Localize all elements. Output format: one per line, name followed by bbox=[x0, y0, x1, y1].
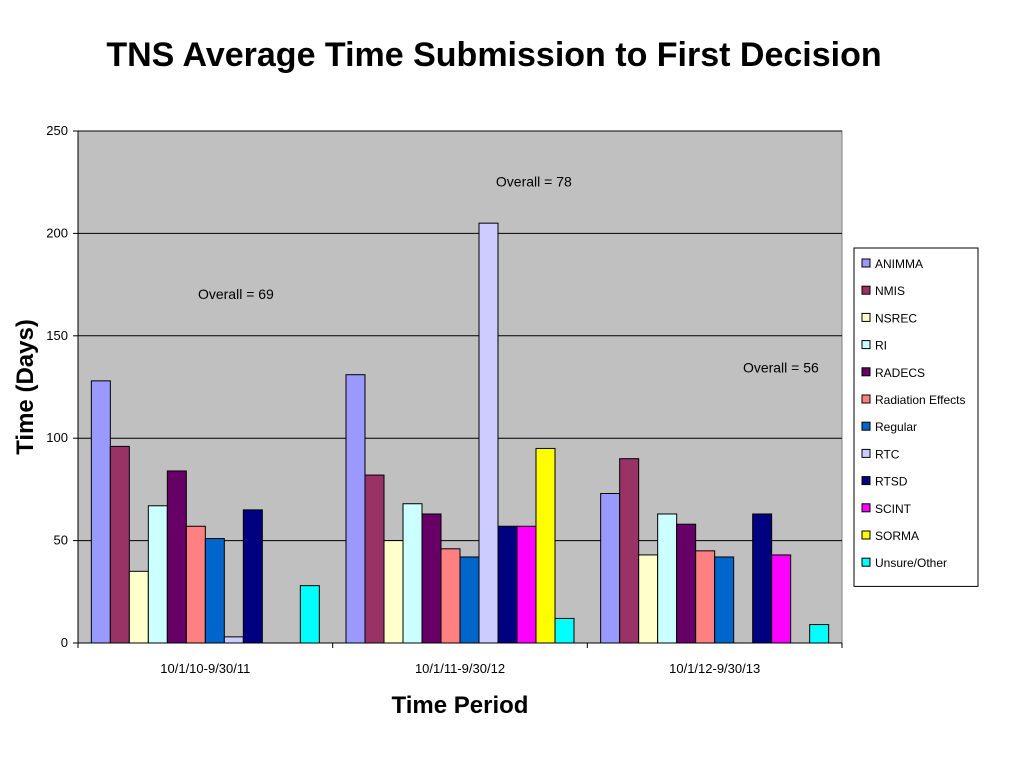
bar bbox=[771, 554, 792, 644]
legend-swatch bbox=[861, 394, 871, 404]
bar bbox=[383, 540, 404, 644]
legend: ANIMMA NMIS NSREC RI RADECS Radiation Effects… bbox=[853, 247, 979, 587]
y-tick-label: 200 bbox=[46, 225, 68, 240]
annotation-overall: Overall = 78 bbox=[496, 173, 572, 189]
legend-swatch bbox=[861, 557, 871, 567]
legend-label: NSREC bbox=[875, 311, 917, 325]
y-tick-label: 150 bbox=[46, 328, 68, 343]
bar bbox=[90, 380, 111, 644]
x-tick-label: 10/1/10-9/30/11 bbox=[160, 661, 250, 676]
bar bbox=[147, 505, 168, 644]
bar bbox=[440, 548, 461, 644]
bar bbox=[128, 570, 149, 644]
bar bbox=[714, 556, 735, 644]
legend-swatch bbox=[861, 258, 871, 268]
bar bbox=[364, 474, 385, 644]
bar bbox=[535, 447, 556, 644]
y-axis-title: Time (Days) bbox=[12, 319, 39, 455]
legend-label: RTC bbox=[875, 447, 900, 461]
legend-swatch bbox=[861, 530, 871, 540]
legend-box bbox=[853, 247, 979, 587]
bar bbox=[478, 222, 499, 644]
chart-title: TNS Average Time Submission to First Dec… bbox=[106, 36, 881, 74]
bar bbox=[402, 503, 423, 644]
bar bbox=[299, 585, 320, 644]
legend-swatch bbox=[861, 285, 871, 295]
bar bbox=[204, 538, 225, 644]
axes: 0 50 100 150 200 250 10/1/10-9/30/11 10/1/11-9/… bbox=[46, 123, 843, 676]
legend-swatch bbox=[861, 503, 871, 513]
legend-label: ANIMMA bbox=[875, 257, 923, 271]
x-tick-label: 10/1/12-9/30/13 bbox=[669, 661, 760, 676]
bar bbox=[619, 458, 640, 644]
legend-swatch bbox=[861, 476, 871, 486]
y-tick-label: 250 bbox=[46, 123, 68, 138]
annotations: Overall = 69 Overall = 78 Overall = 56 bbox=[198, 173, 819, 375]
legend-swatch bbox=[861, 421, 871, 431]
bar bbox=[497, 525, 518, 644]
legend-swatch bbox=[861, 312, 871, 322]
bar bbox=[554, 617, 575, 644]
legend-swatch bbox=[861, 340, 871, 350]
legend-label: Regular bbox=[875, 420, 917, 434]
legend-label: Unsure/Other bbox=[875, 556, 947, 570]
x-axis-title: Time Period bbox=[392, 692, 529, 719]
legend-swatch bbox=[861, 448, 871, 458]
bar bbox=[676, 523, 697, 644]
y-tick-label: 50 bbox=[54, 533, 68, 548]
bar bbox=[185, 525, 206, 644]
annotation-overall: Overall = 56 bbox=[743, 360, 819, 376]
bar bbox=[657, 513, 678, 644]
legend-swatch bbox=[861, 367, 871, 377]
bar bbox=[809, 624, 830, 644]
bar bbox=[166, 470, 187, 644]
bar bbox=[223, 636, 244, 644]
legend-label: SORMA bbox=[875, 529, 919, 543]
bar bbox=[421, 513, 442, 644]
bar bbox=[516, 525, 537, 644]
bar bbox=[600, 492, 621, 644]
legend-label: RTSD bbox=[875, 475, 908, 489]
legend-label: SCINT bbox=[875, 502, 912, 516]
bar bbox=[695, 550, 716, 644]
legend-label: RI bbox=[875, 339, 887, 353]
legend-label: RADECS bbox=[875, 366, 925, 380]
y-tick-label: 0 bbox=[61, 635, 68, 650]
legend-label: Radiation Effects bbox=[875, 393, 966, 407]
bar bbox=[638, 554, 659, 644]
legend-label: NMIS bbox=[875, 284, 905, 298]
bar bbox=[459, 556, 480, 644]
annotation-overall: Overall = 69 bbox=[198, 286, 274, 302]
bar bbox=[242, 509, 263, 644]
bars bbox=[90, 222, 830, 644]
bar bbox=[752, 513, 773, 644]
bar bbox=[345, 374, 366, 644]
y-tick-label: 100 bbox=[46, 430, 68, 445]
bar bbox=[109, 445, 130, 644]
x-tick-label: 10/1/11-9/30/12 bbox=[415, 661, 505, 676]
